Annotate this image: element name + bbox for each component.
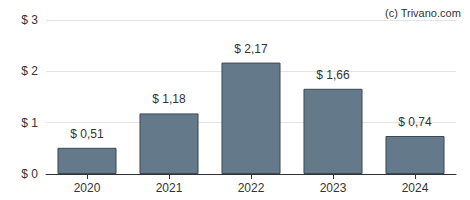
svg-text:2023: 2023 — [320, 181, 347, 195]
svg-text:(c) Trivano.com: (c) Trivano.com — [385, 7, 461, 19]
svg-text:2021: 2021 — [156, 181, 183, 195]
svg-text:$ 1: $ 1 — [21, 116, 38, 130]
svg-text:$ 3: $ 3 — [21, 13, 38, 27]
svg-text:$ 0: $ 0 — [21, 167, 38, 181]
svg-text:$ 2,17: $ 2,17 — [234, 42, 268, 56]
svg-text:$ 0,74: $ 0,74 — [398, 115, 432, 129]
svg-text:2024: 2024 — [402, 181, 429, 195]
svg-text:2022: 2022 — [238, 181, 265, 195]
svg-text:$ 1,18: $ 1,18 — [152, 92, 186, 106]
svg-text:$ 1,66: $ 1,66 — [316, 68, 350, 82]
svg-text:2020: 2020 — [74, 181, 101, 195]
svg-text:$ 2: $ 2 — [21, 64, 38, 78]
svg-text:$ 0,51: $ 0,51 — [70, 127, 104, 141]
